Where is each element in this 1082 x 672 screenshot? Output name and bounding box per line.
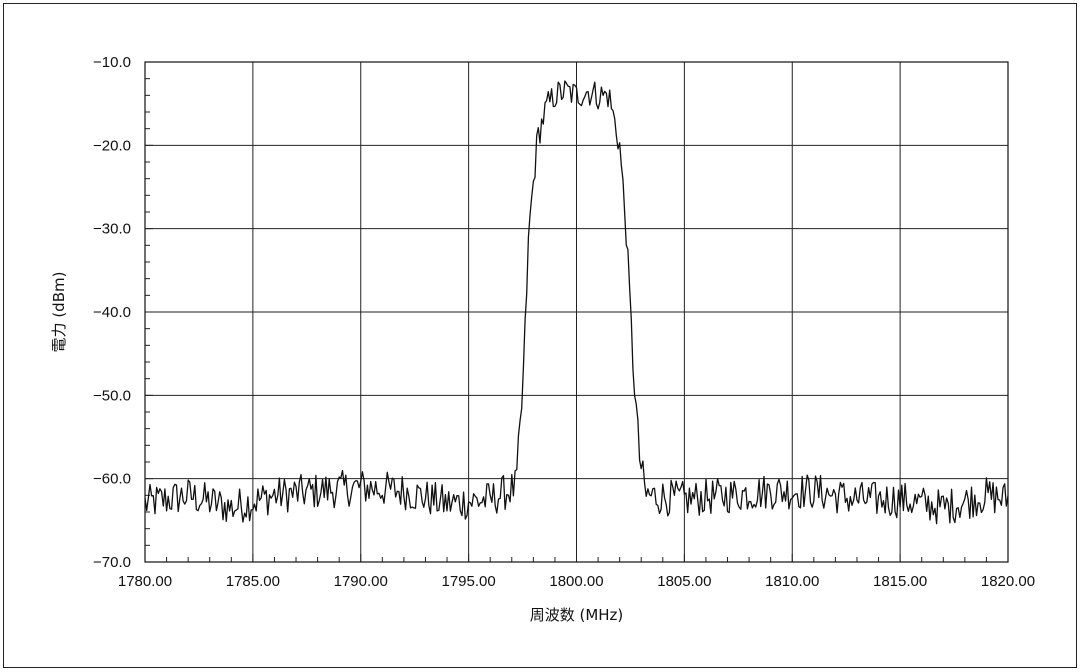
x-tick-label: 1790.00 — [334, 573, 388, 590]
y-tick-label: −70.0 — [93, 554, 131, 571]
y-tick-label: −20.0 — [93, 137, 131, 154]
x-tick-labels: 1780.00 1785.00 1790.00 1795.00 1800.00 1805.… — [118, 573, 1035, 590]
x-tick-label: 1815.00 — [873, 573, 927, 590]
x-tick-label: 1820.00 — [981, 573, 1035, 590]
chart-frame — [3, 3, 1077, 668]
x-tick-label: 1800.00 — [549, 573, 603, 590]
x-tick-label: 1780.00 — [118, 573, 172, 590]
y-tick-label: −40.0 — [93, 304, 131, 321]
y-tick-label: −60.0 — [93, 471, 131, 488]
x-tick-label: 1785.00 — [226, 573, 280, 590]
y-tick-label: −10.0 — [93, 54, 131, 71]
x-tick-label: 1810.00 — [765, 573, 819, 590]
y-axis-title: 電力 (dBm) — [50, 272, 68, 353]
series-layer — [144, 80, 1009, 525]
y-tick-label: −30.0 — [93, 221, 131, 238]
plot-area-border — [144, 61, 1009, 563]
spectrum-trace — [144, 80, 1009, 525]
x-tick-label: 1805.00 — [657, 573, 711, 590]
x-tick-label: 1795.00 — [442, 573, 496, 590]
x-axis-title: 周波数 (MHz) — [530, 606, 624, 624]
y-tick-labels: −10.0 −20.0 −30.0 −40.0 −50.0 −60.0 −70.0 — [93, 54, 131, 571]
grid — [144, 61, 1009, 563]
y-tick-label: −50.0 — [93, 387, 131, 404]
